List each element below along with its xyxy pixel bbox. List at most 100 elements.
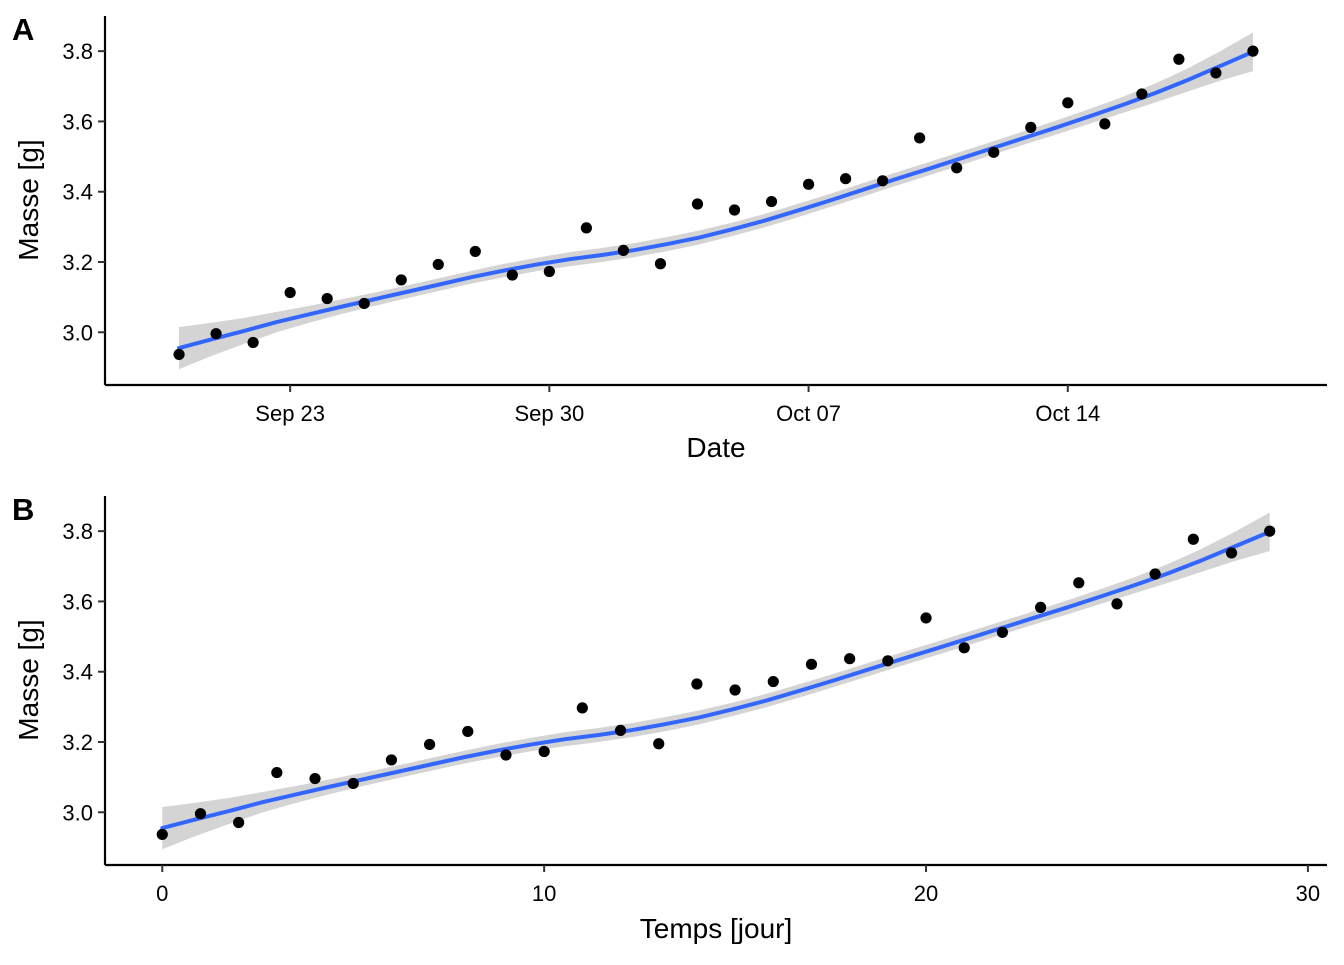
panel-a-data-point [247,336,259,349]
panel-a-data-point [654,258,667,270]
panel-b-data-point [1264,525,1276,537]
panel-a-y-tick-label: 3.6 [62,109,93,134]
panel-b-tag: B [12,492,34,527]
panel-b-data-point [500,749,512,761]
panel-a-tag: A [12,12,34,47]
panel-b-x-tick-label: 30 [1296,881,1320,906]
panel-b-confidence-band [162,512,1270,850]
panel-a-data-point [802,178,815,190]
panel-b-data-point [958,642,970,654]
panel-a-points [173,45,1259,361]
panel-b-plot-area [105,496,1327,865]
panel-a-data-point [395,274,407,286]
panel-a-x-tick-label: Oct 14 [1035,401,1100,426]
panel-b-data-point [576,702,588,714]
panel-a-data-point [1247,45,1259,57]
panel-b-data-point [882,655,894,667]
panel-a-data-point [840,173,852,185]
panel-b-data-point [1111,598,1123,610]
panel-b-data-point [844,653,856,665]
panel-b-data-point [347,777,359,790]
panel-b-y-tick-label: 3.4 [62,660,93,685]
panel-a-confidence-band [179,32,1253,370]
panel-b-y-tick-label: 3.8 [62,519,93,544]
panel-a-data-point [580,222,592,234]
panel-b-data-point [194,808,207,820]
panel-b-data-point [729,684,741,696]
panel-a-y-axis-title: Masse [g] [13,139,44,260]
panel-a-y-tick-label: 3.0 [62,320,93,345]
panel-a-data-point [543,265,555,278]
panel-b-data-point [1187,533,1199,545]
panel-a-data-point [1210,67,1222,79]
panel-b-y-tick-label: 3.6 [62,589,93,614]
panel-b-data-point [385,754,398,766]
panel-b-data-point [1225,547,1238,559]
panel-b-smooth-curve [160,529,1272,831]
panel-a-axes: 3.0 3.2 3.4 3.6 3.8 Sep 23 Sep 30 Oct 07 Oct 14 [62,16,1327,426]
panel-a-data-point [1099,118,1111,130]
panel-b-data-point [309,772,321,785]
panel-b-data-point [538,745,550,758]
panel-b-x-tick-label: 0 [156,881,168,906]
panel-b-data-point [920,612,932,624]
panel-b-data-point [233,816,245,829]
panel-a-y-tick-label: 3.8 [62,39,93,64]
panel-b-data-point [653,738,665,750]
panel-a-confidence-band-area [179,32,1253,370]
panel-b-data-point [767,675,779,688]
panel-b-y-tick-label: 3.2 [62,730,93,755]
panel-a-data-point [1025,121,1037,133]
panel-a-data-point [210,328,222,340]
panel-a: A 3.0 3.2 3.4 3.6 3.8 Sep 23 Sep 30 Oct 07 Oct 1… [12,12,1327,463]
panel-b-x-tick-label: 20 [914,881,938,906]
panel-b-x-axis-title: Temps [jour] [640,913,793,944]
panel-b-x-tick-label: 10 [532,881,556,906]
panel-a-x-tick-label: Sep 30 [514,401,584,426]
panel-a-data-point [173,348,185,361]
panel-a-data-point [988,146,1000,158]
panel-a-plot-area [105,16,1327,385]
panel-b-data-point [156,828,168,841]
panel-a-data-point [1136,88,1148,100]
panel-a-data-point [284,286,296,299]
panel-a-y-tick-label: 3.4 [62,180,93,205]
panel-b-data-point [1073,577,1085,589]
panel-b-data-point [423,738,436,751]
panel-b-data-point [691,678,703,690]
panel-b-data-point [996,626,1009,638]
panel-b-data-point [805,658,818,670]
panel-a-data-point [877,175,889,187]
panel-a-data-point [1173,53,1185,65]
panel-a-data-point [432,258,444,271]
panel-a-data-point [469,245,481,258]
panel-b-data-point [1034,601,1047,614]
panel-a-data-point [506,269,518,281]
panel-a-data-point [321,292,333,305]
panel-b-data-point [1149,568,1161,580]
panel-a-data-point [765,195,778,208]
panel-b-y-tick-label: 3.0 [62,800,93,825]
panel-a-data-point [358,297,370,310]
panel-b-axes: 3.0 3.2 3.4 3.6 3.8 0 10 20 30 [62,496,1327,906]
panel-a-data-point [691,198,704,210]
panel-b: B 3.0 3.2 3.4 3.6 3.8 0 10 20 30 Temps [jour] Ma… [12,492,1327,944]
panel-a-data-point [914,132,926,144]
panel-b-confidence-band-area [162,512,1270,850]
panel-b-data-point [271,766,283,779]
panel-b-smooth-line [160,529,1272,831]
panel-a-data-point [617,244,630,256]
panel-a-smooth-line [177,49,1255,351]
panel-b-points [156,525,1276,841]
panel-b-y-axis-title: Masse [g] [13,619,44,740]
panel-a-data-point [951,162,963,174]
panel-a-x-tick-label: Sep 23 [255,401,325,426]
panel-a-data-point [1062,97,1074,109]
panel-a-y-tick-label: 3.2 [62,250,93,275]
panel-b-data-point [462,725,474,738]
panel-a-smooth-curve [177,49,1255,351]
panel-b-data-point [614,724,627,737]
panel-a-data-point [728,204,741,216]
